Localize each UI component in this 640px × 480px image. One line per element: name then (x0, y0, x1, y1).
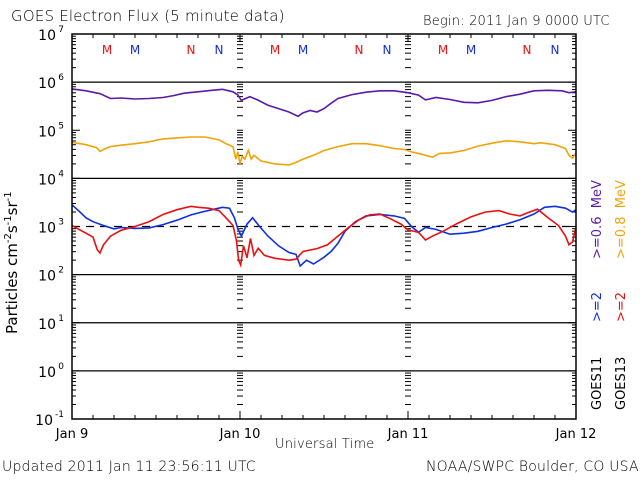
x-tick-label: Jan 11 (387, 427, 429, 442)
begin-time: Begin: 2011 Jan 9 0000 UTC (423, 14, 610, 29)
series-line-4 (71, 205, 577, 268)
marker-n: N (383, 43, 392, 57)
marker-n: N (355, 43, 364, 57)
y-tick-exponent: 2 (58, 266, 64, 276)
y-tick-exponent: 0 (58, 362, 64, 372)
marker-m: M (466, 43, 476, 57)
y-tick-exponent: 4 (58, 169, 64, 179)
series-line-2 (71, 136, 577, 166)
y-tick-exponent: -1 (55, 410, 64, 420)
legend-goes11-sat: GOES11 (590, 356, 605, 410)
y-tick-label: 10 (35, 413, 53, 429)
legend-goes13-08mev: >=0.8 MeV (614, 180, 629, 259)
y-tick-exponent: 6 (58, 73, 64, 83)
marker-n: N (187, 43, 196, 57)
y-tick-label: 10 (38, 76, 56, 92)
marker-m: M (438, 43, 448, 57)
marker-m: M (298, 43, 308, 57)
updated-timestamp: Updated 2011 Jan 11 23:56:11 UTC (2, 459, 256, 475)
y-axis-label: Particles cm^-2 s^-1 sr^-1 Particles cm-… (3, 191, 21, 334)
x-tick-label: Jan 12 (555, 427, 597, 442)
marker-n: N (215, 43, 224, 57)
x-tick-label: Jan 10 (219, 427, 261, 442)
legend-goes11-06mev: >=0.6 MeV (590, 180, 605, 259)
y-tick-exponent: 1 (58, 314, 64, 324)
marker-n: N (551, 43, 560, 57)
y-tick-exponent: 3 (58, 218, 64, 228)
series-line-1 (71, 88, 577, 118)
y-tick-label: 10 (38, 365, 56, 381)
credit-text: NOAA/SWPC Boulder, CO USA (426, 459, 639, 475)
y-tick-label: 10 (38, 28, 56, 44)
legend-goes13-sat: GOES13 (614, 356, 629, 410)
marker-m: M (270, 43, 280, 57)
legend-goes11-2mev: >=2 (590, 291, 605, 322)
y-tick-exponent: 5 (58, 121, 64, 131)
legend-goes13-2mev: >=2 (614, 291, 629, 322)
marker-n: N (523, 43, 532, 57)
y-tick-label: 10 (38, 221, 56, 237)
y-tick-label: 10 (38, 317, 56, 333)
legend-goes11-06mev-text: >=0.6 MeV (590, 180, 605, 259)
y-tick-label: 10 (38, 124, 56, 140)
marker-m: M (130, 43, 140, 57)
y-tick-label: 10 (38, 172, 56, 188)
marker-m: M (102, 43, 112, 57)
x-tick-label: Jan 9 (55, 427, 88, 442)
series-line-3 (71, 204, 577, 268)
plot-frame (71, 33, 577, 420)
legend-goes13-08mev-text: >=0.8 MeV (614, 180, 629, 259)
x-axis-label: Universal Time (275, 437, 375, 452)
chart-title: GOES Electron Flux (5 minute data) (11, 7, 285, 25)
y-tick-label: 10 (38, 269, 56, 285)
y-tick-exponent: 7 (58, 25, 64, 35)
